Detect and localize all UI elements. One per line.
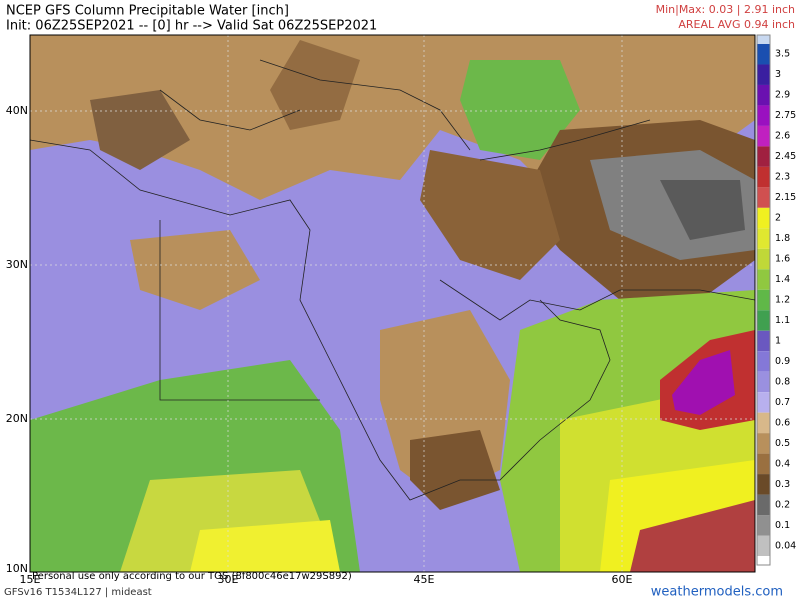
- lat-label: 40N: [6, 104, 28, 117]
- colorbar-cell: [757, 248, 770, 270]
- colorbar-label: 2.45: [775, 151, 796, 162]
- colorbar-label: 0.4: [775, 458, 790, 469]
- colorbar-frame: [756, 34, 771, 566]
- colorbar-cell: [757, 412, 770, 434]
- map: [29, 34, 756, 573]
- colorbar-cell: [757, 84, 770, 106]
- site-link: weathermodels.com: [651, 585, 783, 600]
- lon-label: 45E: [414, 573, 435, 586]
- colorbar-label: 2.15: [775, 192, 796, 203]
- lon-label: 30E: [218, 573, 239, 586]
- colorbar: 3.5 3 2.9 2.75 2.6 2.45 2.3 2.15 2 1.8 1.6 1.4 1.2 1.…: [756, 34, 796, 566]
- lon-label: 60E: [612, 573, 633, 586]
- colorbar-label: 0.9: [775, 356, 790, 367]
- colorbar-cell: [757, 207, 770, 229]
- colorbar-label: 3: [775, 69, 781, 80]
- colorbar-cell: [757, 125, 770, 147]
- colorbar-label: 2: [775, 213, 781, 224]
- colorbar-cap: [757, 35, 770, 44]
- lat-label: 20N: [6, 412, 28, 425]
- colorbar-label: 1: [775, 335, 781, 346]
- colorbar-cell: [757, 371, 770, 393]
- colorbar-label: 0.3: [775, 479, 790, 490]
- colorbar-cell: [757, 351, 770, 372]
- colorbar-label: 0.04: [775, 540, 796, 551]
- colorbar-label: 2.6: [775, 131, 790, 142]
- colorbar-cell: [757, 289, 770, 311]
- colorbar-label: 0.5: [775, 438, 790, 449]
- colorbar-label: 1.6: [775, 254, 790, 265]
- min-max: Min|Max: 0.03 | 2.91 inch: [656, 3, 795, 16]
- colorbar-label: 0.6: [775, 417, 790, 428]
- colorbar-label: 2.9: [775, 90, 790, 101]
- colorbar-cell: [757, 494, 770, 516]
- colorbar-cell: [757, 269, 770, 290]
- areal-avg: AREAL AVG 0.94 inch: [678, 18, 795, 31]
- colorbar-cell: [757, 310, 770, 331]
- colorbar-label: 0.8: [775, 376, 790, 387]
- colorbar-cell: [757, 187, 770, 208]
- lat-label: 10N: [6, 562, 28, 575]
- init-line: Init: 06Z25SEP2021 -- [0] hr --> Valid S…: [6, 19, 377, 34]
- colorbar-cell: [757, 64, 770, 85]
- colorbar-label: 0.1: [775, 520, 790, 531]
- colorbar-cell: [757, 453, 770, 475]
- colorbar-label: 2.75: [775, 110, 796, 121]
- colorbar-cell: [757, 105, 770, 126]
- colorbar-label: 1.1: [775, 315, 790, 326]
- colorbar-cell: [757, 392, 770, 413]
- colorbar-label: 1.4: [775, 274, 790, 285]
- colorbar-cell: [757, 146, 770, 167]
- lat-label: 30N: [6, 258, 28, 271]
- model-info: GFSv16 T1534L127 | mideast: [4, 587, 152, 598]
- colorbar-cell: [757, 166, 770, 188]
- colorbar-cell: [757, 535, 770, 556]
- colorbar-label: 0.2: [775, 499, 790, 510]
- colorbar-cell: [757, 433, 770, 454]
- title: NCEP GFS Column Precipitable Water [inch…: [6, 4, 289, 19]
- colorbar-cell: [757, 44, 770, 65]
- colorbar-label: 1.2: [775, 295, 790, 306]
- colorbar-cell: [757, 515, 770, 536]
- colorbar-cell: [757, 228, 770, 249]
- colorbar-label: 3.5: [775, 49, 790, 60]
- lon-label: 15E: [20, 573, 41, 586]
- colorbar-label: 1.8: [775, 233, 790, 244]
- tos-note: Personal use only according to our TOS (…: [32, 571, 352, 582]
- colorbar-label: 2.3: [775, 172, 790, 183]
- colorbar-cell: [757, 330, 770, 352]
- colorbar-cell: [757, 474, 770, 495]
- colorbar-label: 0.7: [775, 397, 790, 408]
